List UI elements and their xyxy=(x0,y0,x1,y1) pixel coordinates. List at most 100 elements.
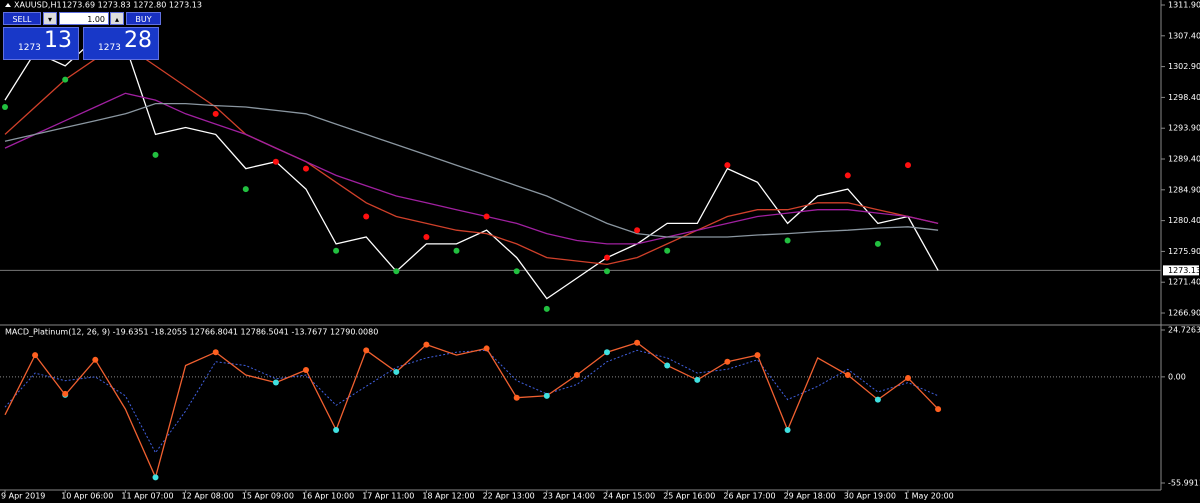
signal-dot xyxy=(62,390,69,397)
x-tick-label: 10 Apr 06:00 xyxy=(61,492,113,501)
one-click-panel: SELL ▾ 1.00 ▴ BUY 1273 13 1273 28 xyxy=(3,12,161,60)
signal-dot xyxy=(363,347,370,354)
signal-dot xyxy=(724,358,731,365)
signal-dot xyxy=(272,379,279,386)
signal-dot xyxy=(604,254,610,261)
signal-dot xyxy=(2,103,8,110)
signal-dot xyxy=(303,367,309,374)
collapse-icon[interactable] xyxy=(5,3,11,7)
signal-dot xyxy=(634,339,641,346)
signal-dot xyxy=(604,349,610,356)
lot-down[interactable]: ▾ xyxy=(43,12,57,25)
signal-dot xyxy=(483,213,490,220)
y-tick-label: 1266.90 xyxy=(1168,309,1200,318)
ask-box[interactable]: 1273 28 xyxy=(83,27,159,60)
ohlc: 1273.69 1273.83 1272.80 1273.13 xyxy=(62,1,202,10)
signal-dot xyxy=(664,362,671,369)
signal-dot xyxy=(905,162,911,169)
series-line xyxy=(4,102,939,238)
signal-dot xyxy=(754,352,761,359)
signal-dot xyxy=(543,305,550,312)
signal-dot xyxy=(844,371,851,378)
signal-dot xyxy=(935,406,942,413)
x-tick-label: 15 Apr 09:00 xyxy=(242,492,294,501)
y-tick-label: 1275.90 xyxy=(1168,247,1200,256)
signal-dot xyxy=(905,375,911,382)
x-tick-label: 30 Apr 19:00 xyxy=(844,492,896,501)
signal-dot xyxy=(152,474,159,481)
series-line xyxy=(4,349,939,454)
signal-dot xyxy=(513,394,520,401)
lot-up[interactable]: ▴ xyxy=(110,12,124,25)
signal-dot xyxy=(664,247,671,254)
current-price-label: 1273.13 xyxy=(1168,266,1200,275)
bid-box[interactable]: 1273 13 xyxy=(3,27,79,60)
x-tick-label: 16 Apr 10:00 xyxy=(302,492,354,501)
x-tick-label: 17 Apr 11:00 xyxy=(362,492,414,501)
x-tick-label: 1 May 20:00 xyxy=(904,492,954,501)
series-line xyxy=(4,92,939,245)
x-tick-label: 18 Apr 12:00 xyxy=(422,492,474,501)
sell-button[interactable]: SELL xyxy=(3,12,41,25)
signal-dot xyxy=(333,426,340,433)
signal-dot xyxy=(32,352,39,359)
y-tick-label: 1289.40 xyxy=(1168,155,1200,164)
signal-dot xyxy=(844,172,851,179)
y-tick-label: 1284.90 xyxy=(1168,185,1200,194)
signal-dot xyxy=(573,371,580,378)
symbol: XAUUSD,H1 xyxy=(14,1,62,10)
y-tick-label: 1298.40 xyxy=(1168,93,1200,102)
signal-dot xyxy=(724,162,731,169)
signal-dot xyxy=(152,151,159,158)
indicator-title: MACD_Platinum(12, 26, 9) -19.6351 -18.20… xyxy=(5,328,378,337)
bid-main: 1273 xyxy=(18,43,41,53)
lot-input[interactable]: 1.00 xyxy=(59,12,109,25)
series-line xyxy=(4,37,939,300)
signal-dot xyxy=(874,240,881,247)
signal-dot xyxy=(212,110,219,117)
signal-dot xyxy=(393,268,400,275)
y-tick-label: 1311.90 xyxy=(1168,0,1200,9)
signal-dot xyxy=(513,268,520,275)
y-tick-label: 1293.90 xyxy=(1168,124,1200,133)
signal-dot xyxy=(634,227,641,234)
x-tick-label: 26 Apr 17:00 xyxy=(723,492,775,501)
y-tick-label: 1271.40 xyxy=(1168,278,1200,287)
signal-dot xyxy=(62,76,69,83)
signal-dot xyxy=(423,341,430,348)
signal-dot xyxy=(604,268,610,275)
x-tick-label: 11 Apr 07:00 xyxy=(121,492,173,501)
bid-pips: 13 xyxy=(44,28,72,53)
signal-dot xyxy=(272,158,279,165)
signal-dot xyxy=(694,376,701,383)
buy-button[interactable]: BUY xyxy=(126,12,161,25)
y-tick-label: 1280.40 xyxy=(1168,216,1200,225)
ask-main: 1273 xyxy=(98,43,121,53)
signal-dot xyxy=(393,368,400,375)
y-tick-label: -55.9911 xyxy=(1168,479,1200,488)
signal-dot xyxy=(303,165,309,172)
x-tick-label: 25 Apr 16:00 xyxy=(663,492,715,501)
signal-dot xyxy=(784,426,791,433)
x-tick-label: 23 Apr 14:00 xyxy=(543,492,595,501)
signal-dot xyxy=(363,213,370,220)
y-tick-label: 1307.40 xyxy=(1168,31,1200,40)
x-tick-label: 9 Apr 2019 xyxy=(1,492,45,501)
signal-dot xyxy=(453,247,460,254)
ask-pips: 28 xyxy=(124,28,152,53)
y-tick-label: 24.7263 xyxy=(1168,326,1200,335)
signal-dot xyxy=(874,396,881,403)
x-tick-label: 12 Apr 08:00 xyxy=(182,492,234,501)
current-price-box xyxy=(1163,265,1199,276)
y-tick-label: 0.00 xyxy=(1168,372,1186,381)
x-tick-label: 29 Apr 18:00 xyxy=(784,492,836,501)
signal-dot xyxy=(212,349,219,356)
signal-dot xyxy=(242,186,249,193)
series-line xyxy=(4,341,939,480)
x-tick-label: 24 Apr 15:00 xyxy=(603,492,655,501)
signal-dot xyxy=(784,237,791,244)
signal-dot xyxy=(333,247,340,254)
signal-dot xyxy=(483,345,490,352)
